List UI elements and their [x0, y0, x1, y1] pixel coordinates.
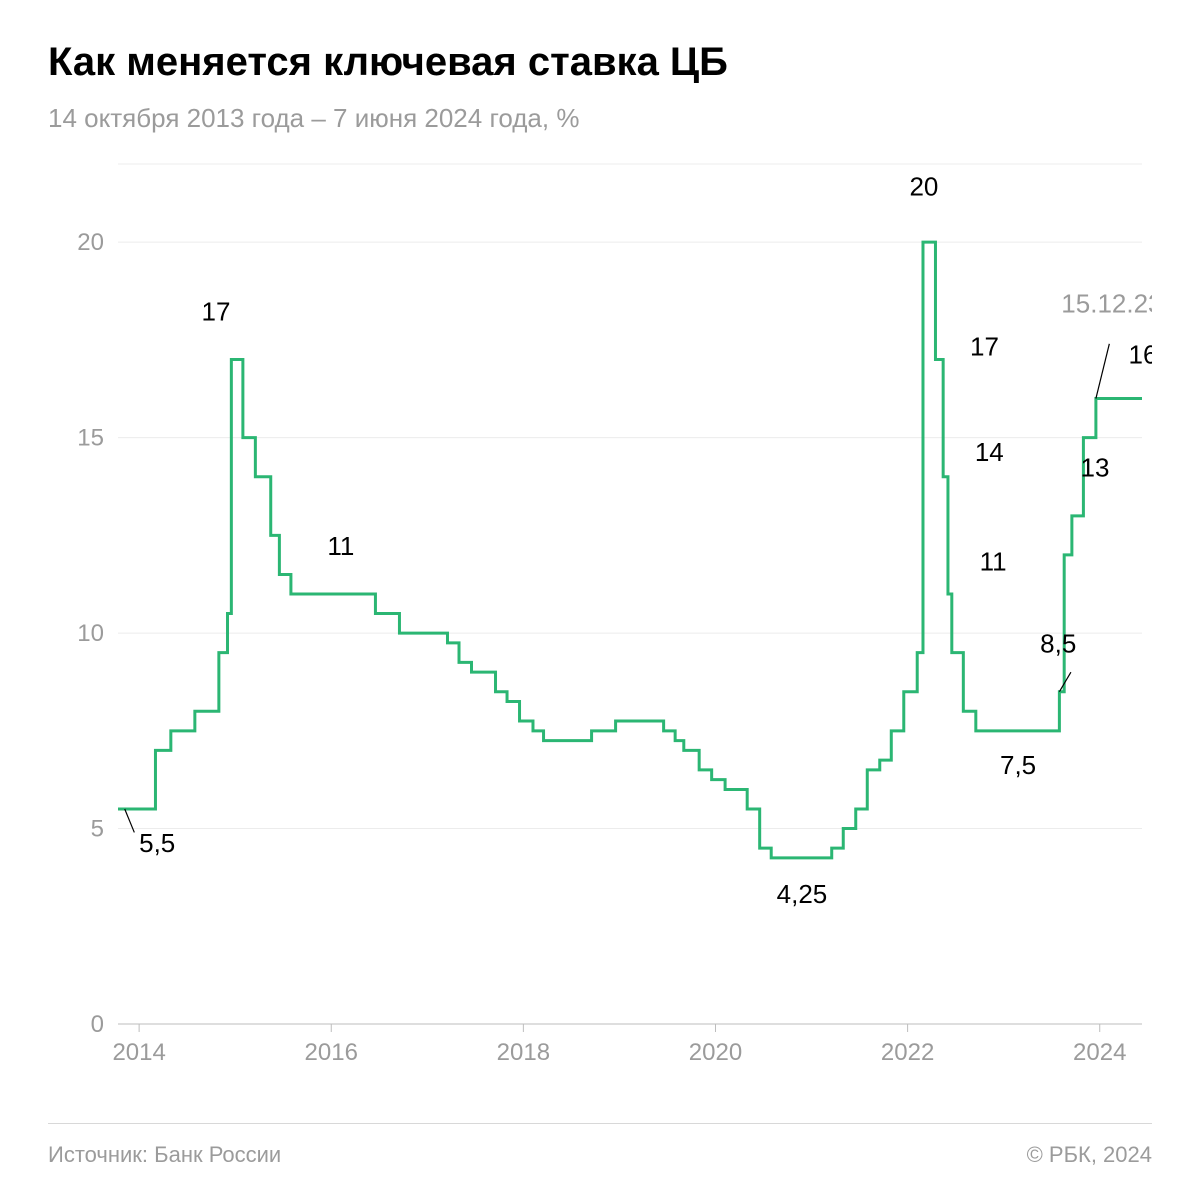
chart-area: 051015202014201620182020202220245,517114… [48, 154, 1152, 1094]
svg-text:4,25: 4,25 [777, 879, 828, 909]
svg-text:2022: 2022 [881, 1039, 934, 1066]
svg-text:15.12.23: 15.12.23 [1061, 289, 1152, 319]
chart-title: Как меняется ключевая ставка ЦБ [48, 40, 1152, 85]
svg-text:15: 15 [77, 425, 104, 452]
footer-divider [48, 1123, 1152, 1124]
chart-subtitle: 14 октября 2013 года – 7 июня 2024 года,… [48, 103, 1152, 134]
svg-text:20: 20 [909, 171, 938, 201]
svg-text:2018: 2018 [497, 1039, 550, 1066]
svg-text:5,5: 5,5 [139, 828, 175, 858]
svg-text:11: 11 [327, 531, 354, 561]
step-line-chart: 051015202014201620182020202220245,517114… [48, 154, 1152, 1094]
svg-text:17: 17 [970, 332, 999, 362]
svg-text:17: 17 [202, 296, 231, 326]
svg-text:13: 13 [1081, 453, 1110, 483]
svg-text:0: 0 [91, 1011, 104, 1038]
svg-text:20: 20 [77, 229, 104, 256]
svg-text:7,5: 7,5 [1000, 750, 1036, 780]
copyright-text: © РБК, 2024 [1027, 1142, 1152, 1168]
svg-text:2016: 2016 [305, 1039, 358, 1066]
svg-text:8,5: 8,5 [1040, 629, 1076, 659]
svg-text:16: 16 [1129, 339, 1152, 369]
svg-text:2024: 2024 [1073, 1039, 1126, 1066]
svg-text:2014: 2014 [112, 1039, 165, 1066]
svg-text:14: 14 [975, 437, 1004, 467]
source-text: Источник: Банк России [48, 1142, 281, 1168]
svg-text:2020: 2020 [689, 1039, 742, 1066]
svg-text:10: 10 [77, 620, 104, 647]
svg-text:11: 11 [980, 547, 1007, 577]
svg-text:5: 5 [91, 816, 104, 843]
